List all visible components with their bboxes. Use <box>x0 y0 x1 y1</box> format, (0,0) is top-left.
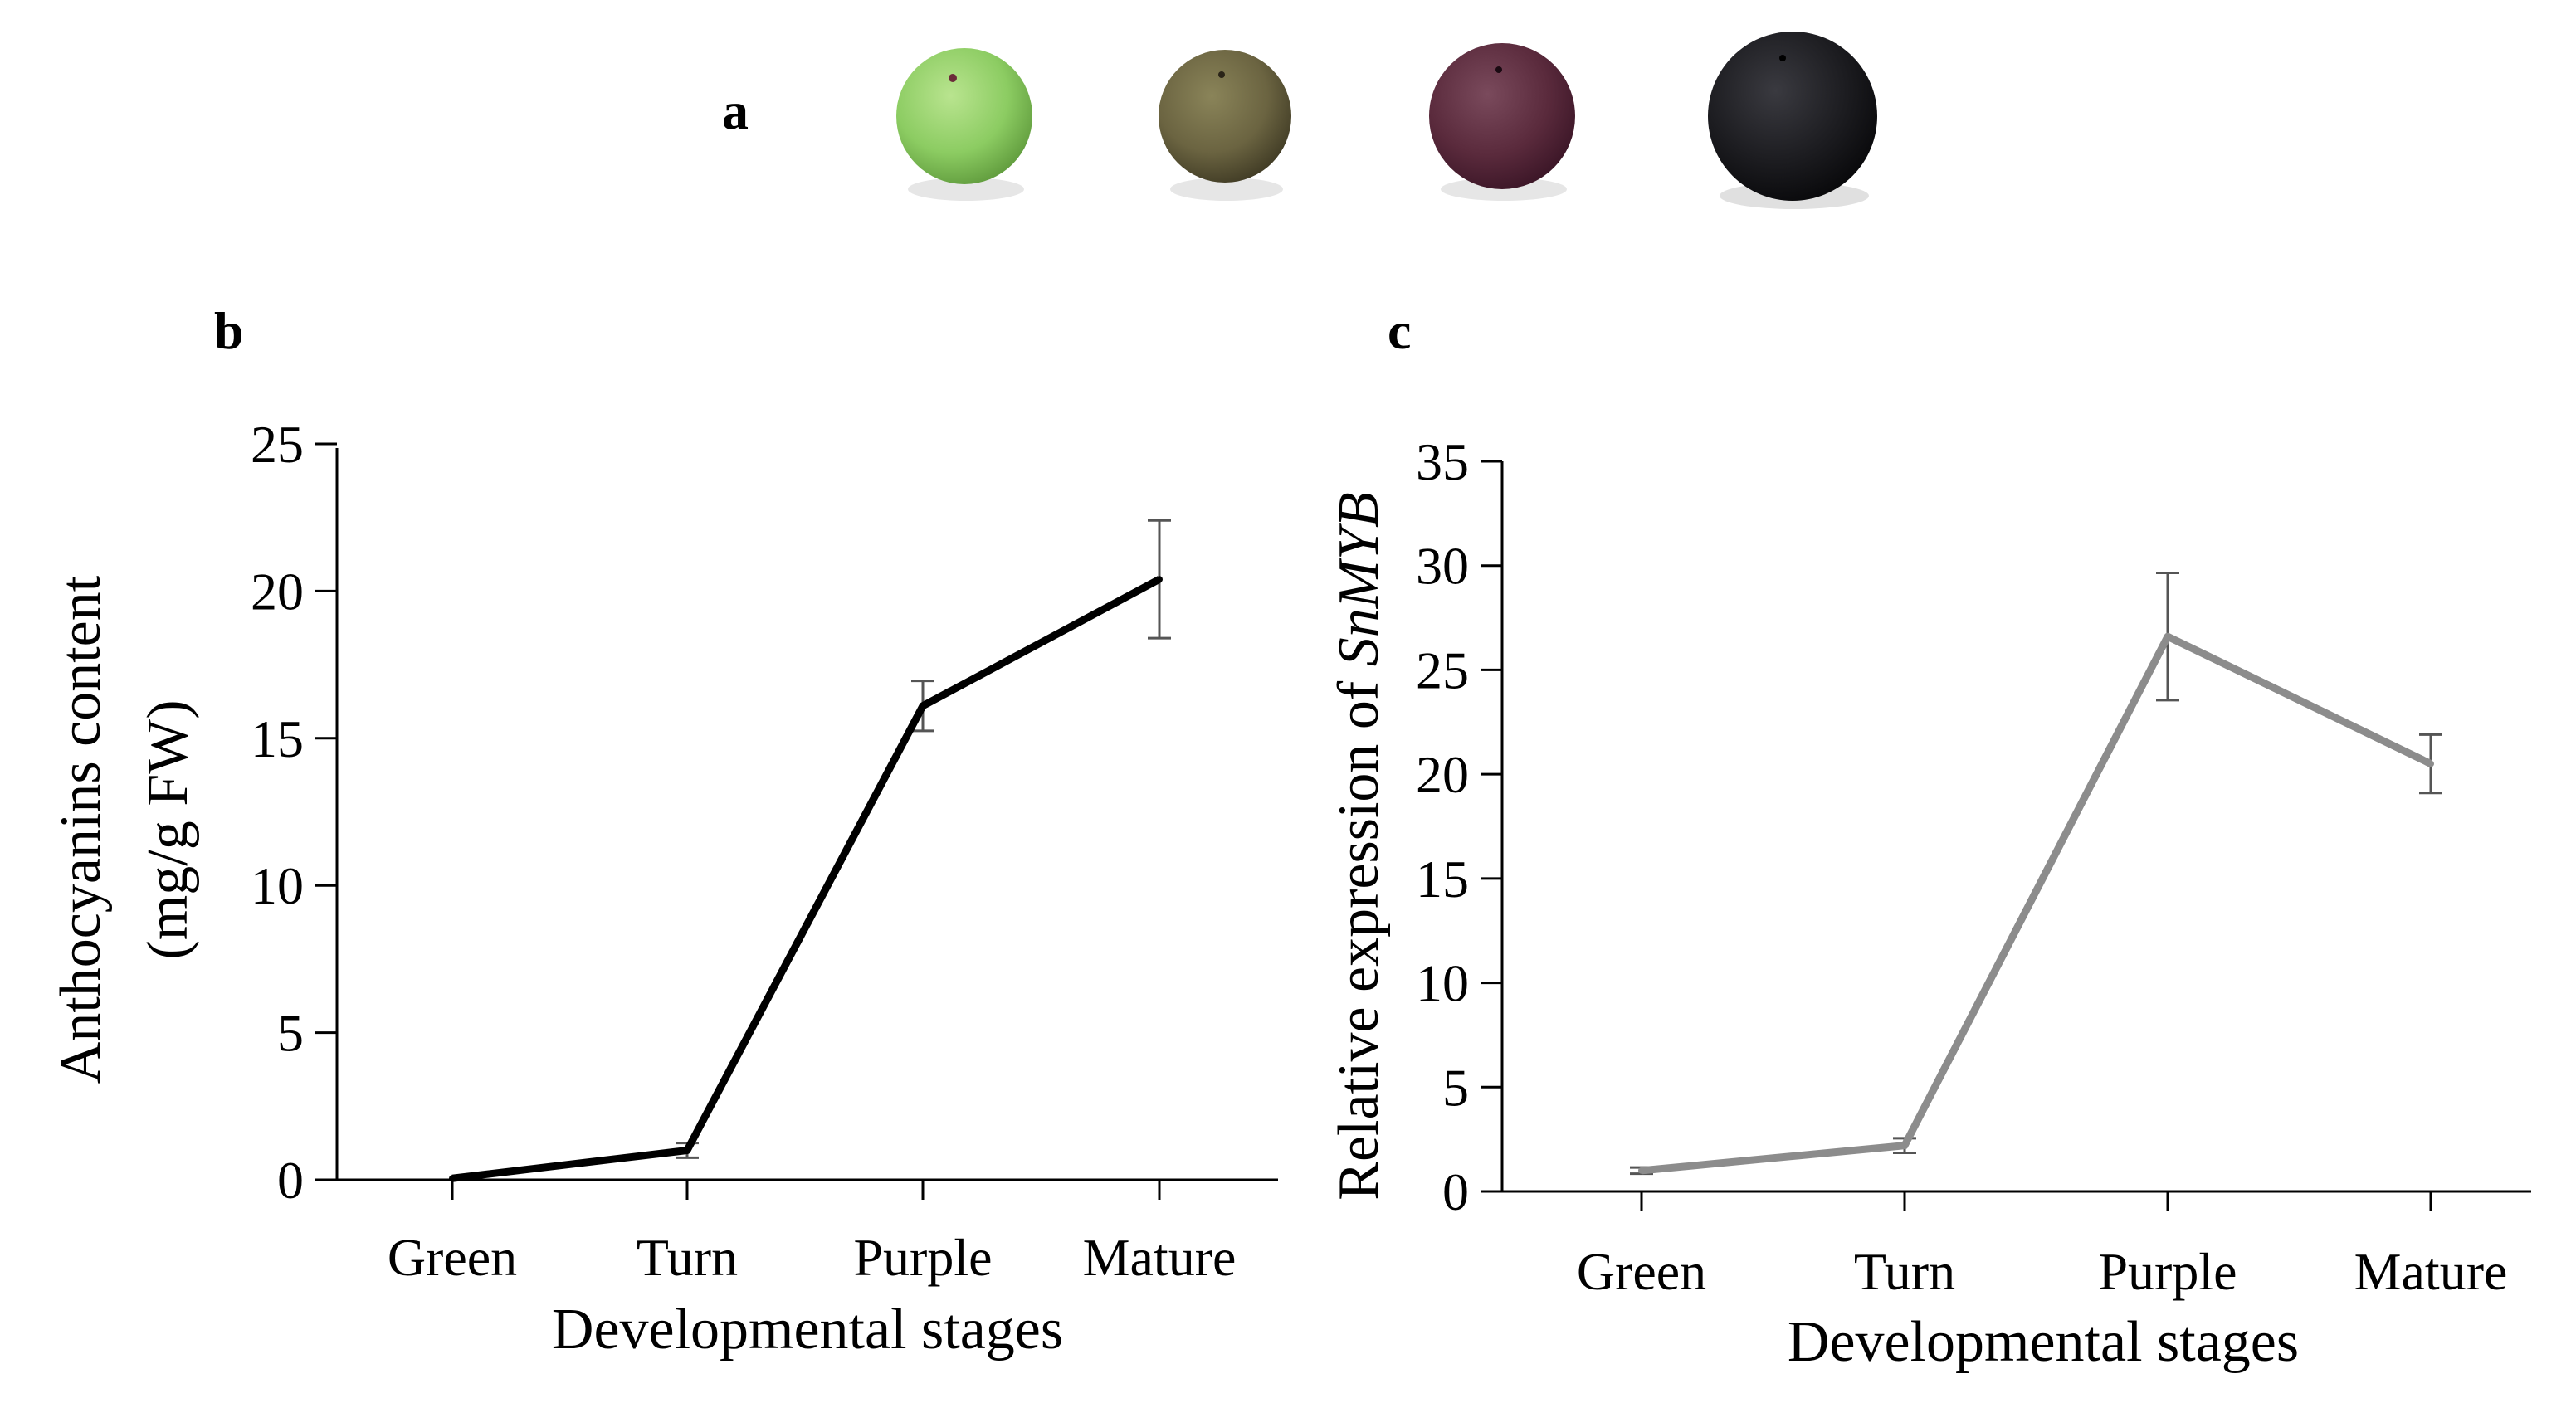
data-point <box>920 702 926 709</box>
green-berry-photo <box>896 48 1032 184</box>
panel-label-b: b <box>214 301 244 360</box>
x-tick-label: Green <box>1577 1242 1706 1301</box>
y-tick-label: 10 <box>1416 954 1469 1013</box>
x-tick-label: Turn <box>637 1228 738 1287</box>
y-axis-title: Relative expression of SnMYB <box>1327 492 1391 1200</box>
x-axis-title: Developmental stages <box>1788 1310 2299 1374</box>
berry-calyx <box>1779 55 1786 61</box>
data-point <box>1638 1167 1645 1174</box>
y-axis-title-prefix: Relative expression of <box>1327 666 1391 1200</box>
x-tick-label: Turn <box>1854 1242 1955 1301</box>
y-axis-title-gene: SnMYB <box>1327 492 1391 666</box>
y-tick-label: 25 <box>251 415 304 474</box>
x-axis-title: Developmental stages <box>552 1298 1063 1362</box>
y-tick-label: 15 <box>251 709 304 768</box>
turn-berry-photo <box>1159 50 1291 183</box>
data-point <box>684 1147 690 1154</box>
y-axis-title-line2: (mg/g FW) <box>136 699 200 959</box>
x-tick-label: Purple <box>853 1228 992 1287</box>
y-tick-label: 30 <box>1416 537 1469 596</box>
data-point <box>1901 1142 1908 1149</box>
berry-shadow <box>908 178 1024 201</box>
y-tick-label: 0 <box>277 1151 304 1210</box>
anthocyanins-chart: 0 5 10 15 20 25 Green Turn Purple Mature Develop… <box>49 415 1278 1362</box>
data-point <box>2164 633 2171 641</box>
y-tick-label: 20 <box>1416 745 1469 804</box>
y-tick-label: 20 <box>251 562 304 621</box>
y-tick-label: 0 <box>1442 1162 1469 1221</box>
y-axis-title-line1: Anthocyanins content <box>49 575 113 1084</box>
berry-calyx <box>1495 66 1502 73</box>
fruit-photo-row <box>896 32 1877 209</box>
x-tick-label: Purple <box>2098 1242 2237 1301</box>
y-tick-label: 15 <box>1416 850 1469 909</box>
berry-shadow <box>1170 178 1283 201</box>
snmyb-expression-chart: 0 5 10 15 20 25 30 35 Green Turn Purple Mature Dev… <box>1327 432 2531 1374</box>
x-tick-label: Green <box>388 1228 517 1287</box>
series-line <box>1641 632 2432 1175</box>
purple-berry-photo <box>1429 43 1575 189</box>
y-tick-label: 10 <box>251 856 304 915</box>
y-tick-label: 5 <box>1442 1058 1469 1117</box>
panel-label-a: a <box>722 81 749 140</box>
panel-label-c: c <box>1388 301 1411 360</box>
data-point <box>1156 576 1163 583</box>
berry-calyx <box>1218 71 1225 78</box>
berry-shadow <box>1441 178 1567 201</box>
y-tick-label: 5 <box>277 1004 304 1063</box>
mature-berry-photo <box>1708 32 1877 201</box>
series-line <box>451 576 1162 1182</box>
berry-calyx <box>949 74 957 82</box>
x-tick-label: Mature <box>2354 1242 2508 1301</box>
data-point <box>2427 760 2434 767</box>
x-tick-label: Mature <box>1083 1228 1237 1287</box>
data-point <box>449 1175 456 1182</box>
y-tick-label: 25 <box>1416 641 1469 699</box>
y-tick-label: 35 <box>1416 432 1469 491</box>
